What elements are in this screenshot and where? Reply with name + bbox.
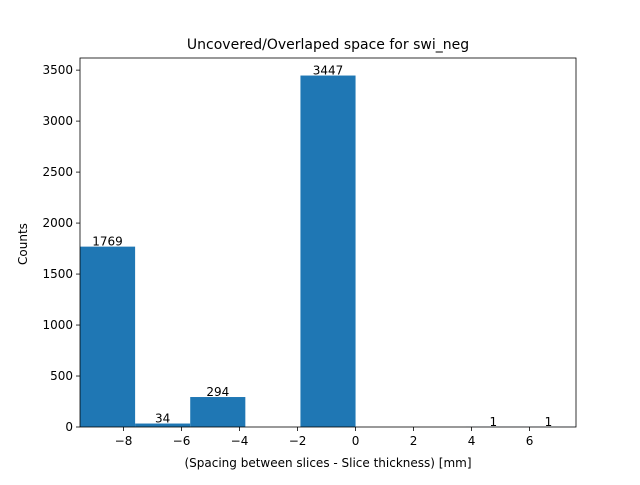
y-axis-label: Counts (16, 223, 30, 265)
y-tick-label: 500 (50, 369, 73, 383)
x-tick-label: −2 (289, 434, 307, 448)
y-tick-label: 2000 (42, 216, 73, 230)
x-axis-label: (Spacing between slices - Slice thicknes… (184, 456, 471, 470)
x-tick-label: 2 (410, 434, 418, 448)
bar-value-label: 294 (206, 385, 229, 399)
x-tick-label: 6 (526, 434, 534, 448)
histogram-bar (190, 397, 245, 427)
histogram-bar (80, 247, 135, 427)
histogram-bar (300, 76, 355, 427)
bar-value-label: 1769 (92, 235, 123, 249)
x-tick-label: −8 (115, 434, 133, 448)
x-tick-label: −4 (231, 434, 249, 448)
bar-value-label: 3447 (313, 64, 344, 78)
x-tick-label: −6 (173, 434, 191, 448)
y-tick-label: 0 (65, 420, 73, 434)
y-tick-label: 3500 (42, 63, 73, 77)
x-tick-label: 0 (352, 434, 360, 448)
y-tick-label: 1000 (42, 318, 73, 332)
bar-value-label: 34 (155, 412, 170, 426)
y-tick-label: 2500 (42, 165, 73, 179)
x-tick-label: 4 (468, 434, 476, 448)
y-tick-label: 1500 (42, 267, 73, 281)
chart-title: Uncovered/Overlaped space for swi_neg (187, 37, 469, 53)
y-tick-label: 3000 (42, 114, 73, 128)
